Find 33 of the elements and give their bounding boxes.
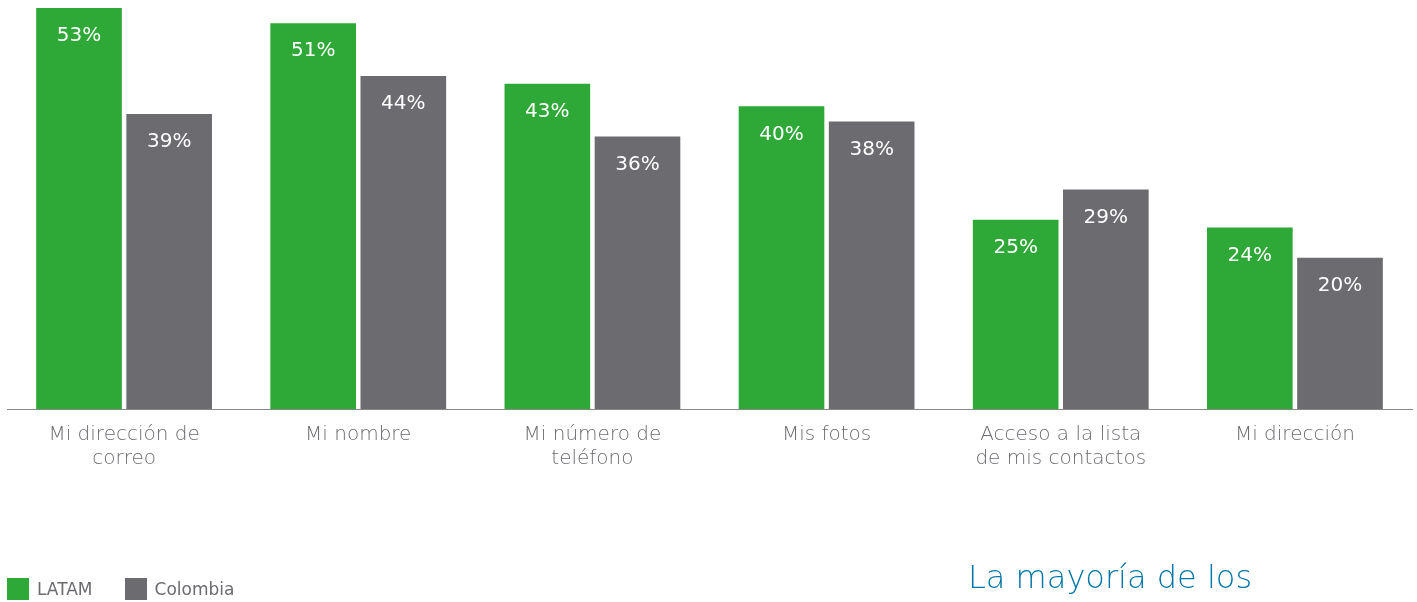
data-label: 24% [1227, 241, 1273, 266]
x-tick-label: Mi dirección [1234, 421, 1355, 446]
legend-label: LATAM [37, 579, 93, 599]
data-label: 36% [615, 150, 660, 175]
data-label: 39% [146, 128, 192, 153]
bar [1063, 189, 1149, 409]
data-label: 43% [525, 97, 570, 122]
bar [828, 121, 915, 409]
data-label: 53% [56, 22, 102, 47]
text: La mayoría de los [968, 558, 1253, 596]
data-label: 25% [993, 234, 1038, 259]
data-label: 40% [759, 120, 804, 145]
bar [360, 76, 447, 409]
bar [270, 23, 356, 409]
bar [1207, 227, 1293, 409]
bar [504, 83, 591, 409]
x-tick-label: Mi nombre [305, 421, 412, 446]
bar [594, 136, 681, 409]
bar [126, 113, 212, 409]
x-tick-label: Mi número de teléfono [523, 421, 662, 470]
data-label: 44% [381, 90, 426, 115]
data-label: 29% [1083, 203, 1129, 228]
x-tick-label: Mis fotos [781, 421, 872, 446]
bar [972, 219, 1059, 409]
data-label: 51% [290, 37, 336, 62]
x-tick-label: Mi dirección de correo [48, 421, 200, 470]
bar [36, 8, 122, 409]
x-tick-label: Acceso a la lista de mis contactos [975, 421, 1147, 470]
data-label: 38% [849, 135, 894, 160]
bar [738, 106, 825, 409]
legend-label: Colombia [154, 579, 235, 599]
data-label: 20% [1317, 271, 1363, 296]
bar [1297, 257, 1383, 409]
